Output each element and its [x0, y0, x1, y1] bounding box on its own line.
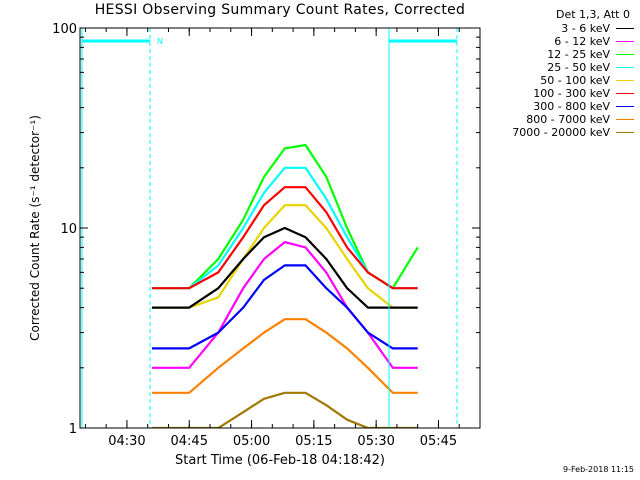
legend-label: 25 - 50 keV [547, 61, 610, 74]
y-tick-label: 1 [69, 422, 77, 437]
chart-title: HESSI Observing Summary Count Rates, Cor… [94, 2, 466, 18]
x-tick-label: 04:45 [171, 434, 208, 449]
x-tick-label: 05:30 [357, 434, 394, 449]
legend-label: 7000 - 20000 keV [512, 126, 610, 139]
series-line-0 [151, 226, 418, 309]
y-tick-label: 100 [52, 22, 77, 37]
legend-swatch [616, 80, 634, 81]
legend-item-0: 3 - 6 keV [480, 22, 638, 35]
series-line-1 [151, 241, 418, 369]
legend-swatch [616, 54, 634, 55]
legend-swatch [616, 119, 634, 120]
legend-header: Det 1,3, Att 0 [556, 8, 630, 21]
series-layer [151, 143, 419, 428]
series-line-4 [151, 204, 418, 309]
series-line-8 [151, 391, 418, 428]
legend-swatch [616, 41, 634, 42]
annotation-n: N [157, 37, 163, 46]
legend-swatch [616, 93, 634, 94]
legend-label: 12 - 25 keV [547, 48, 610, 61]
series-line-6 [151, 264, 418, 350]
legend-item-1: 6 - 12 keV [480, 35, 638, 48]
legend-swatch [616, 106, 634, 107]
legend-label: 50 - 100 keV [540, 74, 610, 87]
legend-label: 100 - 300 keV [533, 87, 610, 100]
legend-label: 300 - 800 keV [533, 100, 610, 113]
legend-swatch [616, 132, 634, 133]
legend-item-8: 7000 - 20000 keV [480, 126, 638, 139]
series-line-7 [151, 318, 418, 394]
legend-rows: 3 - 6 keV 6 - 12 keV 12 - 25 keV 25 - 50 ke… [480, 22, 638, 139]
legend-item-5: 100 - 300 keV [480, 87, 638, 100]
legend-label: 800 - 7000 keV [526, 113, 610, 126]
legend-swatch [616, 28, 634, 29]
axis-layer: 1 10 100 04:30 04:45 05:00 05:15 05:30 05:45 [52, 22, 481, 449]
y-tick-label: 10 [60, 222, 77, 237]
legend-item-6: 300 - 800 keV [480, 100, 638, 113]
legend-item-2: 12 - 25 keV [480, 48, 638, 61]
x-tick-label: 05:45 [420, 434, 457, 449]
legend-item-3: 25 - 50 keV [480, 61, 638, 74]
x-tick-label: 05:15 [295, 434, 332, 449]
y-axis-label: Corrected Count Rate (s⁻¹ detector⁻¹) [28, 115, 42, 341]
footer-date: 9-Feb-2018 11:15 [563, 465, 634, 474]
plot-frame [79, 27, 481, 429]
legend-swatch [616, 67, 634, 68]
x-axis-label: Start Time (06-Feb-18 04:18:42) [175, 453, 385, 468]
legend-item-7: 800 - 7000 keV [480, 113, 638, 126]
x-tick-label: 04:30 [108, 434, 145, 449]
legend-label: 3 - 6 keV [561, 22, 610, 35]
x-tick-label: 05:00 [233, 434, 270, 449]
legend-label: 6 - 12 keV [554, 35, 610, 48]
legend: Det 1,3, Att 0 3 - 6 keV 6 - 12 keV 12 - 2… [480, 8, 638, 139]
legend-item-4: 50 - 100 keV [480, 74, 638, 87]
series-line-5 [151, 186, 418, 290]
